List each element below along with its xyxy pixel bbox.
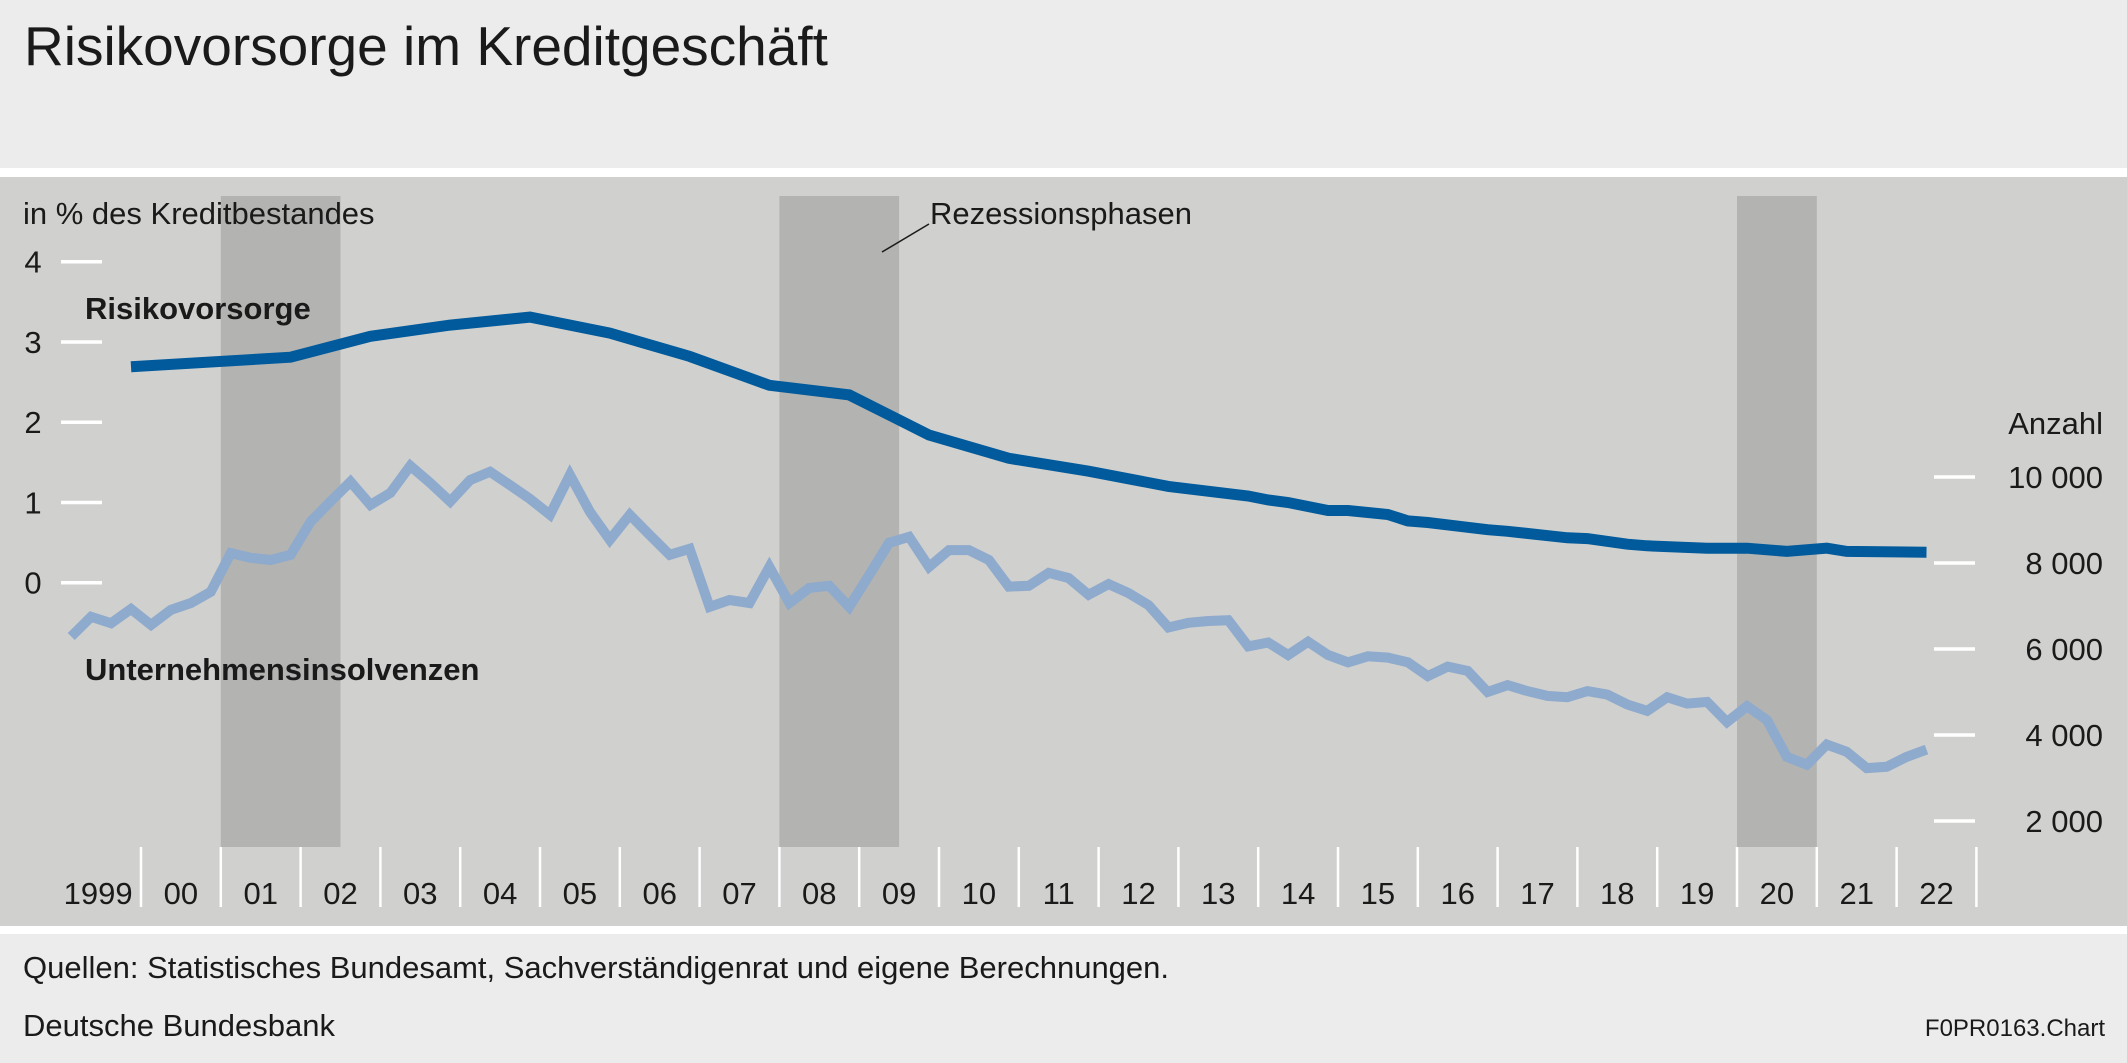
right-tick-label: 10 000 — [2008, 460, 2103, 495]
right-tick-label: 8 000 — [2025, 546, 2103, 581]
left-tick-label: 2 — [24, 405, 41, 440]
header-background — [0, 0, 2127, 168]
series-line-insolvenzen — [67, 458, 1929, 774]
x-tick-label: 18 — [1600, 876, 1634, 911]
x-tick-label: 15 — [1361, 876, 1395, 911]
x-tick-label: 00 — [164, 876, 198, 911]
x-tick-label: 05 — [563, 876, 597, 911]
x-tick-label: 10 — [962, 876, 996, 911]
x-tick-label: 03 — [403, 876, 437, 911]
right-axis-label: Anzahl — [2008, 406, 2103, 441]
footer-chart-id: F0PR0163.Chart — [1925, 1015, 2105, 1042]
right-axis: 2 000 4 000 6 000 8 000 10 000 — [1934, 460, 2103, 839]
header-divider — [0, 168, 2127, 177]
x-tick-label: 19 — [1680, 876, 1714, 911]
x-tick-label: 07 — [722, 876, 756, 911]
annotation-leader-line — [881, 223, 930, 253]
series-label-insolvenzen: Unternehmensinsolvenzen — [85, 652, 479, 687]
x-axis: 1999 00 01 02 03 04 05 06 07 08 09 10 11 12 13 14 15 16 17… — [64, 847, 1978, 911]
recession-band — [779, 196, 900, 847]
x-tick-label: 22 — [1919, 876, 1953, 911]
x-tick-label: 20 — [1760, 876, 1794, 911]
recession-band — [220, 196, 341, 847]
x-tick-label: 02 — [323, 876, 357, 911]
x-tick-label: 17 — [1520, 876, 1554, 911]
x-tick-label: 1999 — [64, 876, 133, 911]
series-line-risikovorsorge — [130, 311, 1927, 558]
footer-publisher: Deutsche Bundesbank — [23, 1008, 335, 1043]
right-tick-label: 4 000 — [2025, 718, 2103, 753]
left-axis: 0 1 2 3 4 — [24, 245, 102, 601]
x-tick-label: 09 — [882, 876, 916, 911]
footer-background — [0, 934, 2127, 1063]
recession-bands — [220, 196, 1817, 847]
x-tick-label: 12 — [1121, 876, 1155, 911]
left-tick-label: 4 — [24, 245, 41, 280]
recession-band — [1737, 196, 1817, 847]
recession-annotation: Rezessionsphasen — [930, 196, 1192, 231]
right-tick-label: 2 000 — [2025, 804, 2103, 839]
x-tick-label: 08 — [802, 876, 836, 911]
x-tick-label: 14 — [1281, 876, 1315, 911]
footer-divider — [0, 926, 2127, 934]
left-tick-label: 0 — [24, 566, 41, 601]
x-tick-label: 01 — [243, 876, 277, 911]
x-tick-label: 21 — [1839, 876, 1873, 911]
left-axis-label: in % des Kreditbestandes — [23, 196, 375, 231]
x-tick-label: 06 — [642, 876, 676, 911]
x-tick-label: 16 — [1440, 876, 1474, 911]
left-tick-label: 1 — [24, 485, 41, 520]
chart-title: Risikovorsorge im Kreditgeschäft — [24, 15, 828, 77]
left-tick-label: 3 — [24, 325, 41, 360]
right-tick-label: 6 000 — [2025, 632, 2103, 667]
series-label-risikovorsorge: Risikovorsorge — [85, 291, 311, 326]
footer-sources: Quellen: Statistisches Bundesamt, Sachve… — [23, 950, 1169, 985]
x-tick-label: 11 — [1043, 876, 1075, 911]
x-tick-label: 13 — [1201, 876, 1235, 911]
x-tick-label: 04 — [483, 876, 517, 911]
series-lines — [67, 311, 1929, 774]
